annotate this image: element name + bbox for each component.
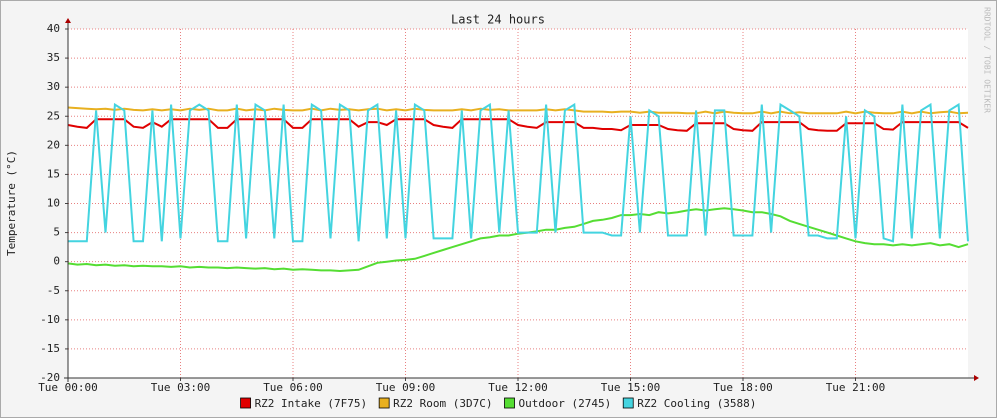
legend-swatch [504, 397, 515, 409]
y-tick-label: 10 [47, 197, 60, 210]
x-tick-label: Tue 03:00 [151, 381, 211, 394]
y-tick-label: 25 [47, 109, 60, 122]
y-tick-label: -10 [40, 313, 60, 326]
series-line [67, 106, 969, 115]
y-tick-label: -5 [47, 284, 60, 297]
y-tick-label: 5 [53, 226, 60, 239]
y-tick-label: 0 [53, 255, 60, 268]
x-tick-label: Tue 18:00 [713, 381, 773, 394]
series-line [68, 102, 969, 243]
x-tick-label: Tue 21:00 [826, 381, 886, 394]
y-axis-label: Temperature (°C) [5, 150, 18, 256]
chart-title: Last 24 hours [451, 13, 545, 27]
y-tick-label: -15 [40, 342, 60, 355]
series-line [67, 207, 969, 273]
y-tick-label: 30 [47, 80, 60, 93]
x-tick-label: Tue 00:00 [38, 381, 98, 394]
legend-swatch [378, 397, 390, 409]
x-tick-label: Tue 06:00 [263, 381, 323, 394]
x-tick-label: Tue 09:00 [376, 381, 436, 394]
legend-label: Outdoor (2745) [519, 397, 612, 410]
series-line [67, 118, 969, 132]
x-axis-arrow [974, 375, 979, 381]
legend-label: RZ2 Room (3D7C) [393, 397, 492, 410]
watermark: RRDTOOL / TOBI OETIKER [983, 7, 992, 113]
legend-label: RZ2 Cooling (3588) [637, 397, 756, 410]
legend: RZ2 Intake (7F75) RZ2 Room (3D7C) Outdoor … [240, 397, 756, 410]
x-tick-label: Tue 15:00 [601, 381, 661, 394]
y-tick-label: 20 [47, 138, 60, 151]
x-tick-label: Tue 12:00 [488, 381, 548, 394]
y-axis-arrow [65, 18, 71, 23]
y-tick-label: 40 [47, 22, 60, 35]
y-tick-label: -20 [40, 371, 60, 384]
legend-label: RZ2 Intake (7F75) [255, 397, 368, 410]
y-tick-label: 15 [47, 167, 60, 180]
y-tick-label: 35 [47, 51, 60, 64]
legend-swatch [240, 397, 251, 409]
legend-swatch [622, 397, 634, 409]
